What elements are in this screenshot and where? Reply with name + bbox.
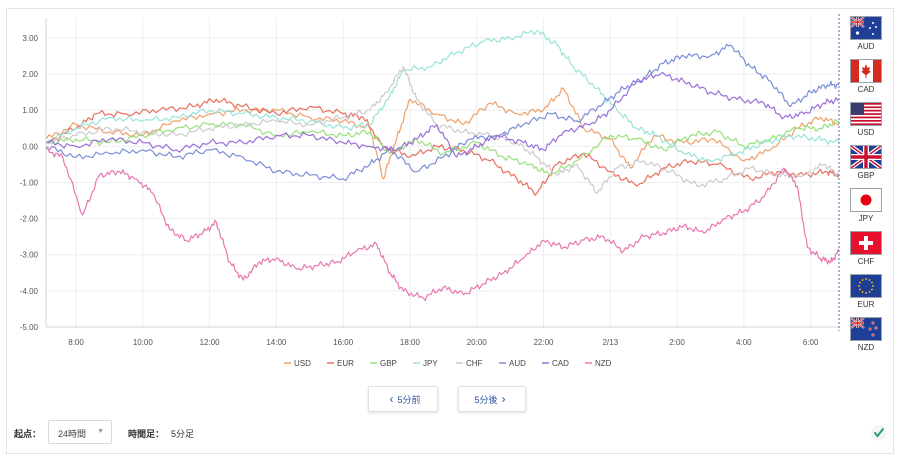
flag-label-chf: CHF [857,257,875,266]
y-tick-label: -2.00 [20,215,39,224]
australia-flag-icon [850,16,882,40]
y-tick-label: 2.00 [22,70,38,79]
start-select-value: 24時間 [58,429,87,439]
legend-label-nzd: NZD [595,359,612,368]
flag-item-usd[interactable]: USD [850,102,882,138]
legend-label-aud: AUD [509,359,526,368]
x-tick-label: 6:00 [803,338,819,347]
uk-flag-icon [850,145,882,169]
flag-label-nzd: NZD [857,343,875,352]
y-tick-label: -5.00 [20,323,39,332]
x-tick-label: 18:00 [400,338,421,347]
y-tick-label: 1.00 [22,106,38,115]
series-line-aud [45,43,840,182]
legend-label-gbp: GBP [380,359,397,368]
legend-label-chf: CHF [466,359,483,368]
flag-item-nzd[interactable]: NZD [850,317,882,353]
usa-flag-icon [850,102,882,126]
flag-label-jpy: JPY [858,214,874,223]
chevron-right-icon: › [501,392,506,406]
grid [46,18,839,328]
flag-item-eur[interactable]: EUR [850,274,882,310]
start-select[interactable]: 24時間 ▼ [48,420,112,444]
flag-label-eur: EUR [857,300,875,309]
prev-5min-button[interactable]: ‹ 5分前 [368,386,438,412]
chart-frame [6,8,894,454]
caret-down-icon: ▼ [97,428,104,435]
flag-item-cad[interactable]: CAD [850,59,882,95]
japan-flag-icon [850,188,882,212]
legend: USD EUR GBP JPY CHF AUD CAD NZD [284,359,612,368]
timeframe-value: 5分足 [171,429,195,439]
flag-label-usd: USD [857,128,875,137]
x-tick-label: 22:00 [533,338,554,347]
next-5min-button[interactable]: 5分後 › [458,386,526,412]
series-line-eur [45,97,840,196]
legend-label-eur: EUR [337,359,354,368]
axes: 3.00 2.00 1.00 0.00 -1.00 -2.00 -3.00 -4.00 -5.0… [20,14,840,347]
flag-label-cad: CAD [857,85,875,94]
logo-icon [871,425,887,441]
series-lines [45,29,840,302]
x-tick-label: 4:00 [736,338,752,347]
y-tick-label: -4.00 [20,287,39,296]
series-line-jpy [45,29,840,162]
flag-item-chf[interactable]: CHF [850,231,882,267]
x-tick-label: 8:00 [68,338,84,347]
legend-label-usd: USD [294,359,311,368]
canada-flag-icon [850,59,882,83]
eu-flag-icon [850,274,882,298]
x-tick-label: 16:00 [333,338,354,347]
series-line-nzd [45,146,840,302]
x-tick-label: 12:00 [200,338,221,347]
prev-5min-label: 5分前 [397,394,421,405]
legend-label-jpy: JPY [423,359,438,368]
x-tick-label: 2:00 [669,338,685,347]
new-zealand-flag-icon [850,317,882,341]
y-tick-label: 3.00 [22,34,38,43]
flag-label-gbp: GBP [857,171,875,180]
y-tick-label: 0.00 [22,142,38,151]
flag-item-gbp[interactable]: GBP [850,145,882,181]
x-tick-label: 14:00 [266,338,287,347]
x-tick-label: 10:00 [133,338,154,347]
series-line-chf [46,66,840,194]
y-tick-label: -1.00 [20,178,39,187]
x-tick-label: 2/13 [602,338,618,347]
x-tick-label: 20:00 [467,338,488,347]
series-line-cad [45,71,840,158]
next-5min-label: 5分後 [474,394,498,405]
chevron-left-icon: ‹ [389,392,394,406]
flag-item-jpy[interactable]: JPY [850,188,882,224]
y-tick-label: -3.00 [20,251,39,260]
legend-label-cad: CAD [552,359,569,368]
start-label: 起点： [14,429,42,439]
series-line-usd [45,87,840,180]
timeframe-label: 時間足： [128,429,165,439]
switzerland-flag-icon [850,231,882,255]
series-line-gbp [45,118,840,176]
flag-label-aud: AUD [857,42,875,51]
flag-item-aud[interactable]: AUD [850,16,882,52]
